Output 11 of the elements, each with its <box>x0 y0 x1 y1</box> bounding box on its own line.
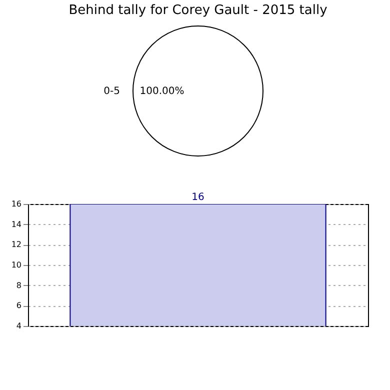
data-label: 16 <box>192 192 204 203</box>
chart-title: Behind tally for Corey Gault - 2015 tally <box>68 3 328 18</box>
y-tick-label: 14 <box>11 220 22 229</box>
y-tick-label: 4 <box>16 322 22 330</box>
y-tick-label: 6 <box>16 301 22 310</box>
y-tick-label: 16 <box>11 200 22 208</box>
slice-label: 0-5 <box>104 86 120 97</box>
y-tick-label: 8 <box>16 280 22 290</box>
y-tick-label: 10 <box>11 260 22 270</box>
y-tick-label: 12 <box>11 240 22 250</box>
data-label: 100.00% <box>140 86 184 97</box>
